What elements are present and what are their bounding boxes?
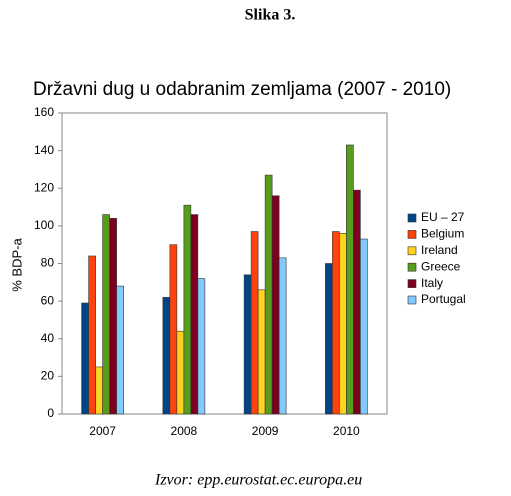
bar [346, 144, 354, 415]
bar [109, 218, 117, 415]
bar [360, 238, 368, 415]
bar [332, 231, 340, 415]
y-tick-label: 20 [41, 369, 55, 383]
y-tick-label: 80 [41, 256, 55, 270]
heading: Slika 3. [245, 7, 296, 24]
legend-label: EU – 27 [421, 210, 465, 224]
y-tick-label: 0 [47, 406, 54, 420]
bar [162, 297, 171, 415]
bar [169, 244, 178, 415]
y-tick-label: 120 [34, 180, 54, 194]
bar [257, 289, 266, 415]
legend-swatch [407, 246, 417, 256]
legend-label: Portugal [421, 292, 466, 306]
bar [278, 257, 287, 415]
y-tick-label: 140 [34, 143, 54, 157]
x-tick-label: 2010 [333, 424, 360, 438]
bar [250, 231, 259, 415]
legend-label: Greece [421, 259, 461, 273]
bar [197, 278, 206, 415]
bar [116, 285, 124, 415]
bar [88, 255, 96, 415]
bar [353, 189, 361, 415]
legend-label: Italy [421, 276, 443, 290]
x-tick-label: 2007 [89, 424, 116, 438]
bar [339, 233, 347, 415]
legend-label: Ireland [421, 243, 458, 257]
legend-swatch [407, 213, 417, 223]
bar [102, 214, 110, 415]
legend-swatch [407, 279, 417, 288]
y-axis-label: % BDP-a [9, 238, 24, 292]
bar [190, 214, 199, 415]
x-tick-label: 2009 [252, 424, 279, 438]
source: Izvor: epp.eurostat.ec.europa.eu [154, 472, 362, 489]
bar [81, 302, 89, 415]
bar [183, 204, 192, 415]
bar [95, 366, 103, 415]
bar [176, 330, 185, 415]
legend-swatch [407, 230, 417, 239]
y-tick-label: 60 [41, 293, 55, 307]
x-tick-label: 2008 [171, 424, 198, 438]
bar [243, 274, 252, 415]
legend-swatch [407, 295, 417, 305]
bar [271, 195, 280, 415]
y-tick-label: 160 [34, 105, 54, 119]
bar [264, 174, 273, 415]
bar [325, 263, 333, 415]
y-tick-label: 40 [41, 331, 55, 345]
legend-swatch [407, 262, 417, 272]
y-tick-label: 100 [34, 218, 54, 232]
legend-label: Belgium [421, 227, 464, 241]
chart-title: Državni dug u odabranim zemljama (2007 -… [33, 79, 451, 100]
